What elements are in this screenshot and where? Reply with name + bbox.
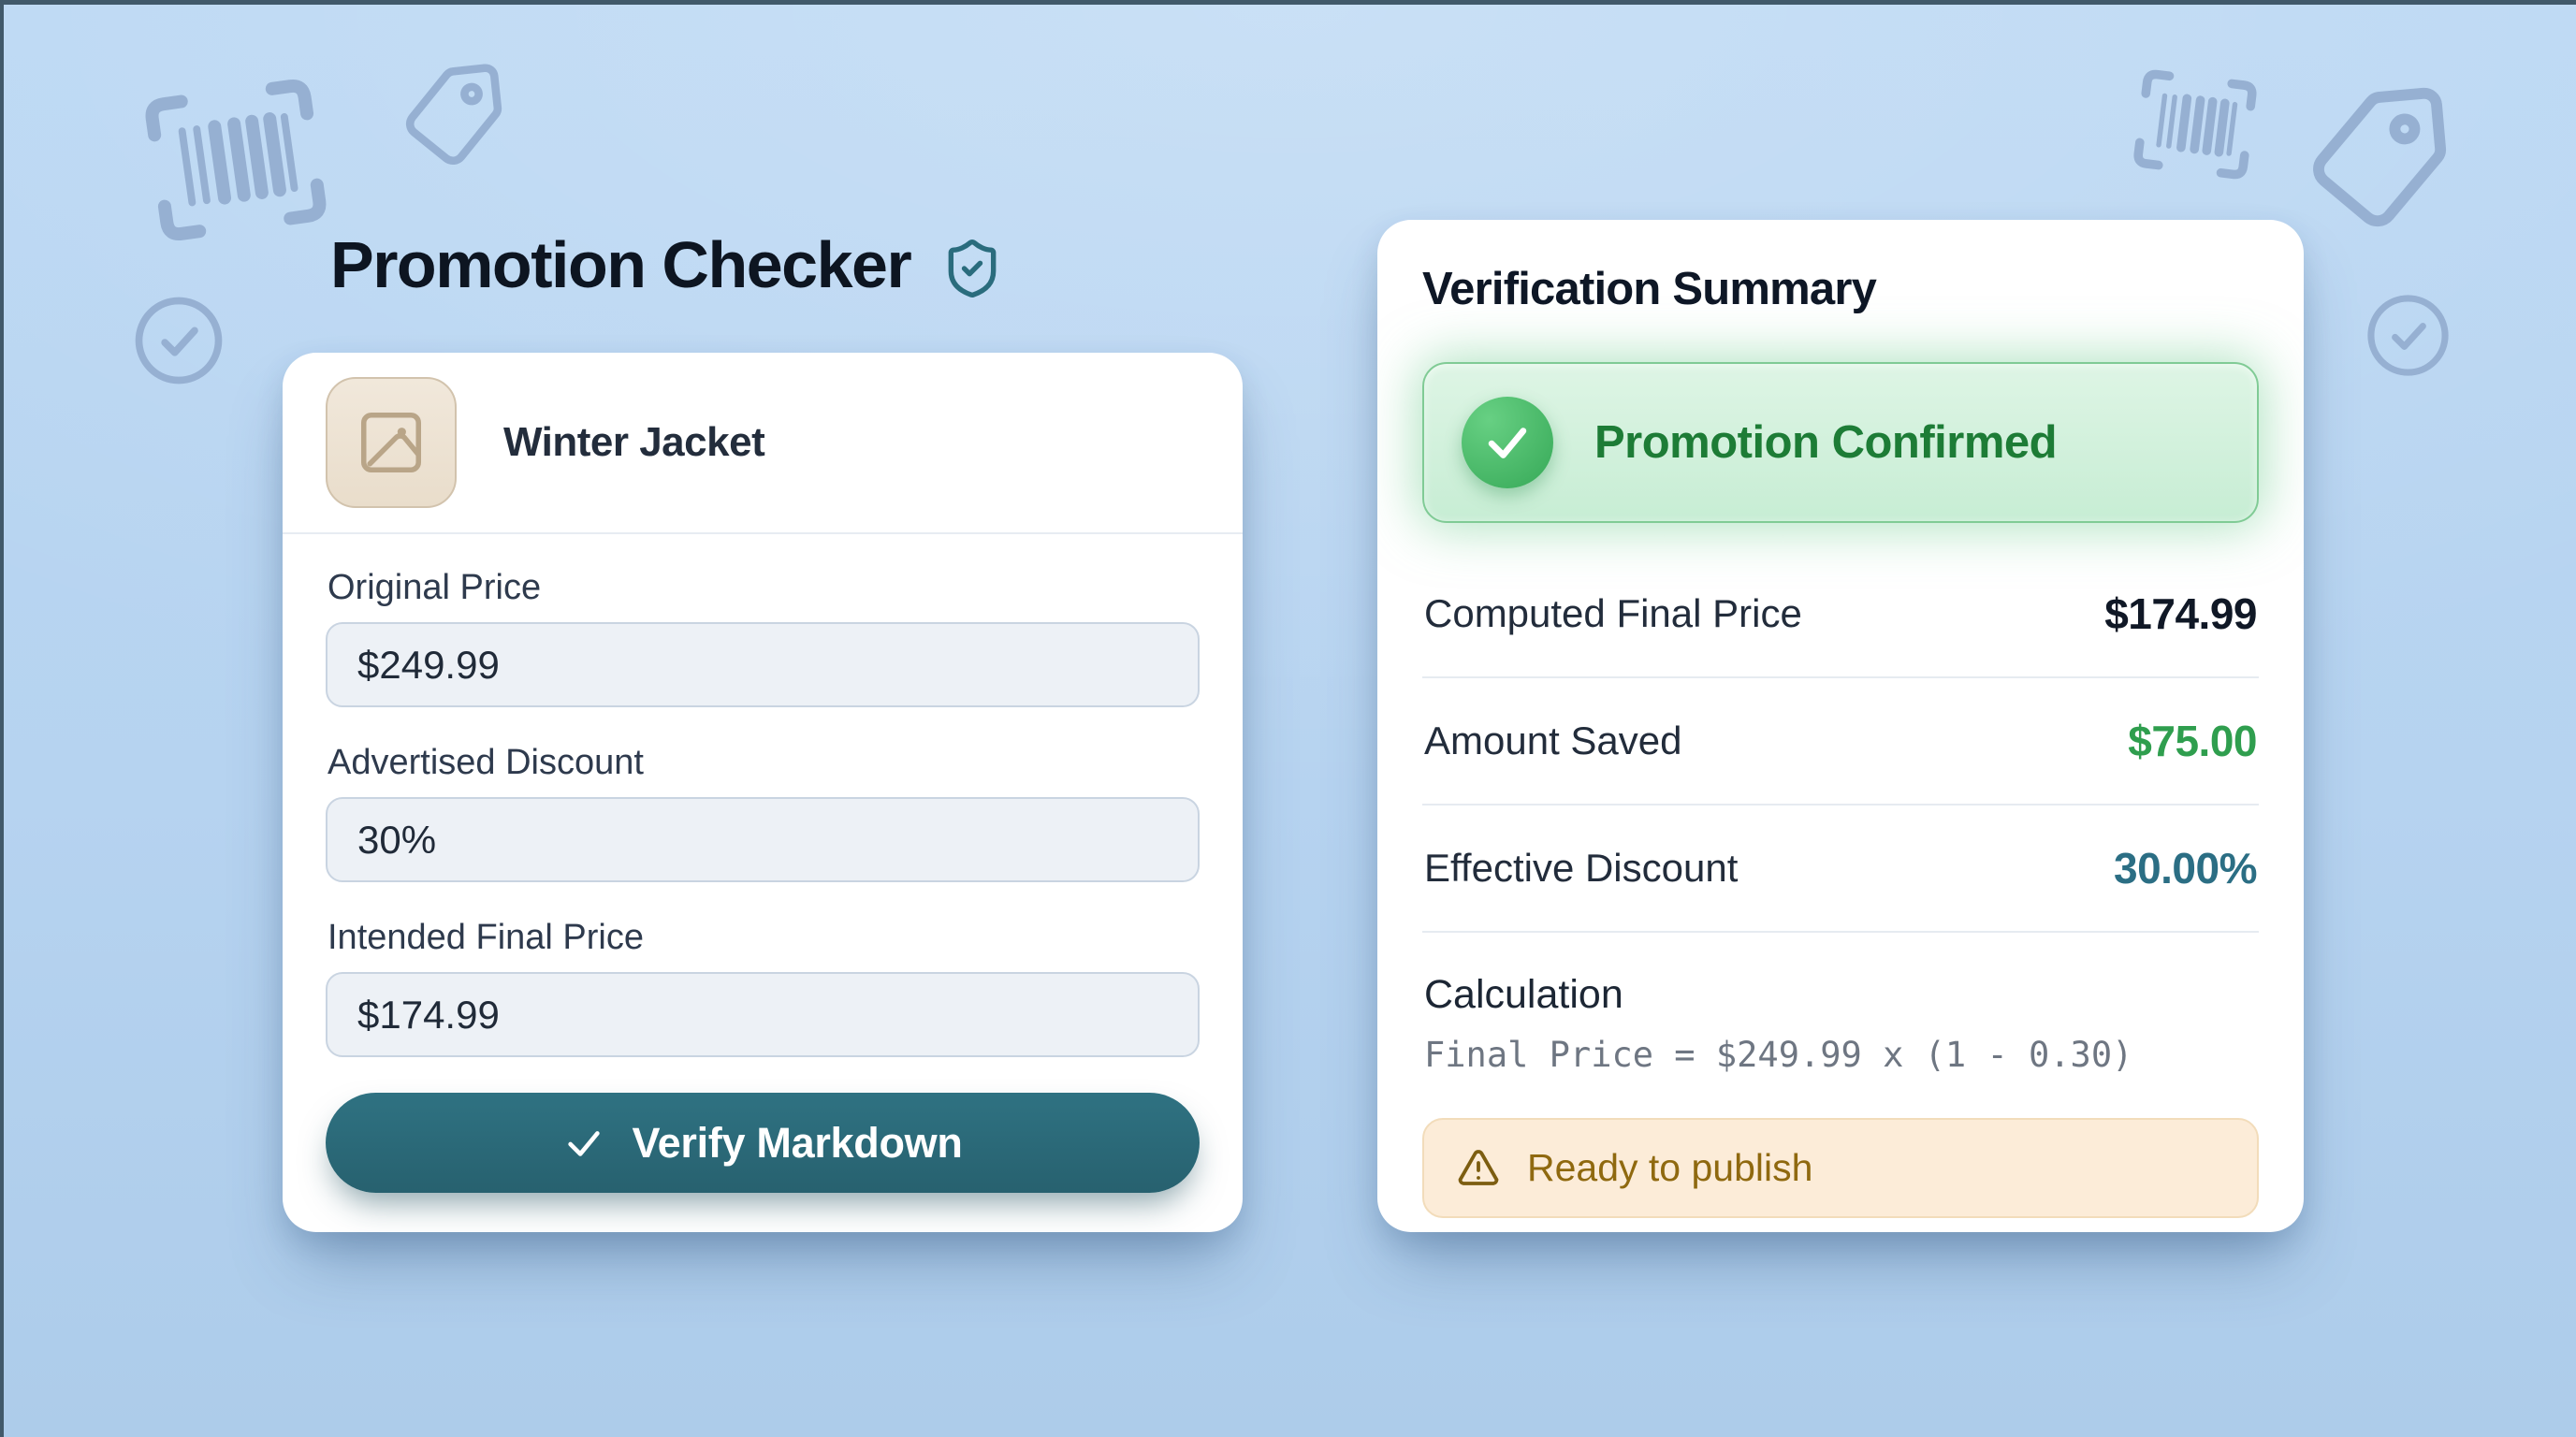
page-header: Promotion Checker (330, 227, 1004, 302)
barcode-scan-icon (2127, 61, 2263, 187)
summary-title: Verification Summary (1422, 264, 1877, 314)
advertised-discount-label: Advertised Discount (327, 743, 644, 782)
verification-summary-card: Verification Summary Promotion Confirmed… (1377, 220, 2304, 1232)
page-title: Promotion Checker (330, 228, 912, 301)
original-price-input[interactable] (326, 622, 1200, 707)
summary-row-effective-discount: Effective Discount 30.00% (1422, 806, 2259, 933)
shield-check-icon (940, 237, 1004, 300)
advertised-discount-input[interactable] (326, 797, 1200, 882)
barcode-scan-icon (134, 69, 337, 251)
status-badge-label: Promotion Confirmed (1594, 417, 2058, 468)
verify-markdown-button[interactable]: Verify Markdown (326, 1093, 1200, 1193)
image-placeholder-icon (360, 412, 422, 473)
promotion-confirmed-badge: Promotion Confirmed (1422, 362, 2259, 523)
check-circle-icon (131, 293, 226, 388)
calculation-formula: Final Price = $249.99 x (1 - 0.30) (1424, 1035, 2133, 1075)
row-label: Amount Saved (1424, 718, 1682, 762)
row-label: Computed Final Price (1424, 591, 1802, 635)
summary-row-computed-final-price: Computed Final Price $174.99 (1422, 551, 2259, 678)
calculation-block: Calculation Final Price = $249.99 x (1 -… (1422, 933, 2259, 1075)
intended-final-price-label: Intended Final Price (327, 918, 644, 957)
summary-row-amount-saved: Amount Saved $75.00 (1422, 678, 2259, 806)
publish-status-label: Ready to publish (1527, 1146, 1813, 1189)
row-value: $75.00 (2128, 717, 2257, 765)
check-icon (1488, 428, 1527, 458)
row-value: $174.99 (2104, 589, 2257, 638)
row-value: 30.00% (2113, 844, 2258, 893)
ready-to-publish-banner: Ready to publish (1422, 1118, 2259, 1218)
warning-triangle-icon (1458, 1149, 1499, 1185)
product-header: Winter Jacket (283, 353, 1243, 532)
price-tag-icon (2299, 79, 2459, 239)
card-divider (283, 532, 1243, 534)
promotion-form: Original Price Advertised Discount Inten… (283, 534, 1243, 1193)
product-name: Winter Jacket (503, 419, 765, 465)
original-price-label: Original Price (327, 568, 542, 607)
check-icon (568, 1130, 601, 1156)
price-tag-icon (395, 57, 512, 174)
success-check-circle (1462, 397, 1553, 488)
verify-markdown-label: Verify Markdown (632, 1118, 963, 1167)
check-circle-icon (2364, 291, 2452, 380)
calculation-label: Calculation (1424, 972, 1623, 1017)
row-label: Effective Discount (1424, 846, 1739, 890)
product-image-placeholder (326, 377, 457, 508)
promotion-input-card: Winter Jacket Original Price Advertised … (283, 353, 1243, 1232)
intended-final-price-input[interactable] (326, 972, 1200, 1057)
